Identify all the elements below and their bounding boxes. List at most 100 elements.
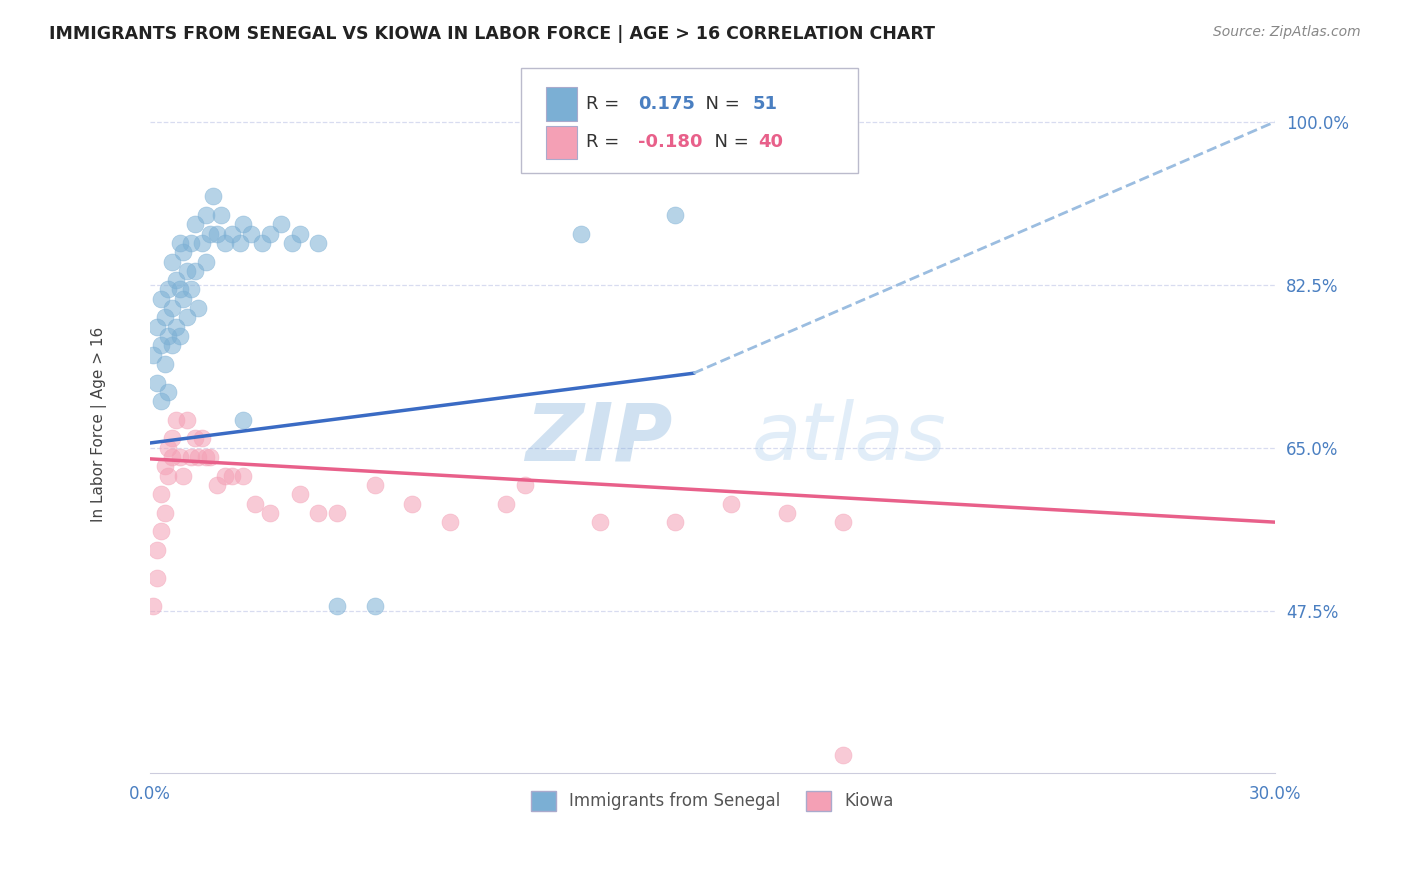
FancyBboxPatch shape <box>546 126 578 159</box>
Point <box>221 227 243 241</box>
Point <box>259 227 281 241</box>
Point <box>153 357 176 371</box>
Point <box>243 496 266 510</box>
Point <box>142 348 165 362</box>
Point <box>439 515 461 529</box>
Point <box>664 208 686 222</box>
Point <box>281 235 304 250</box>
Point <box>195 450 218 464</box>
Point <box>180 450 202 464</box>
Point <box>169 235 191 250</box>
Text: N =: N = <box>695 95 745 113</box>
Point <box>364 599 387 613</box>
Point <box>153 310 176 325</box>
Point <box>180 283 202 297</box>
Point <box>169 283 191 297</box>
Point <box>165 319 187 334</box>
Point <box>184 264 207 278</box>
Legend: Immigrants from Senegal, Kiowa: Immigrants from Senegal, Kiowa <box>517 778 907 824</box>
Point <box>180 235 202 250</box>
Point <box>184 431 207 445</box>
Point <box>191 235 214 250</box>
Point <box>146 319 169 334</box>
Point <box>176 264 198 278</box>
Point <box>157 384 180 399</box>
Point <box>364 478 387 492</box>
Y-axis label: In Labor Force | Age > 16: In Labor Force | Age > 16 <box>91 326 107 522</box>
Point <box>664 515 686 529</box>
Point <box>207 227 229 241</box>
Point <box>169 450 191 464</box>
Point <box>157 329 180 343</box>
Point <box>149 394 172 409</box>
Point <box>146 376 169 390</box>
Point <box>173 245 195 260</box>
Point <box>173 292 195 306</box>
Point <box>153 506 176 520</box>
Point <box>720 496 742 510</box>
Point <box>149 338 172 352</box>
Point <box>157 468 180 483</box>
Point <box>270 217 292 231</box>
Point <box>157 441 180 455</box>
Text: 40: 40 <box>758 134 783 152</box>
Point <box>495 496 517 510</box>
Text: 0.175: 0.175 <box>638 95 695 113</box>
Point <box>308 235 330 250</box>
Point <box>142 599 165 613</box>
Point <box>169 329 191 343</box>
Point <box>149 487 172 501</box>
Point <box>176 310 198 325</box>
Point <box>232 468 254 483</box>
Point <box>165 273 187 287</box>
Text: IMMIGRANTS FROM SENEGAL VS KIOWA IN LABOR FORCE | AGE > 16 CORRELATION CHART: IMMIGRANTS FROM SENEGAL VS KIOWA IN LABO… <box>49 25 935 43</box>
Point <box>149 524 172 539</box>
Point <box>401 496 423 510</box>
Text: atlas: atlas <box>752 400 946 477</box>
Point <box>232 413 254 427</box>
Text: R =: R = <box>586 134 626 152</box>
Point <box>195 254 218 268</box>
Point <box>162 254 184 268</box>
Point <box>146 543 169 558</box>
Point <box>832 747 855 762</box>
Point <box>259 506 281 520</box>
Point <box>149 292 172 306</box>
Text: 51: 51 <box>752 95 778 113</box>
Point <box>184 217 207 231</box>
Point <box>162 338 184 352</box>
Point <box>252 235 274 250</box>
Point <box>198 227 221 241</box>
Text: R =: R = <box>586 95 631 113</box>
Text: ZIP: ZIP <box>526 400 673 477</box>
Point <box>232 217 254 231</box>
Point <box>157 283 180 297</box>
Text: Source: ZipAtlas.com: Source: ZipAtlas.com <box>1213 25 1361 39</box>
Point <box>308 506 330 520</box>
Point <box>326 599 349 613</box>
Point <box>288 487 311 501</box>
Text: N =: N = <box>703 134 755 152</box>
Text: -0.180: -0.180 <box>638 134 703 152</box>
Point <box>513 478 536 492</box>
Point <box>165 413 187 427</box>
Point <box>198 450 221 464</box>
Point <box>195 208 218 222</box>
FancyBboxPatch shape <box>522 69 859 173</box>
Point <box>589 515 612 529</box>
Point <box>162 431 184 445</box>
Point <box>214 235 236 250</box>
Point <box>209 208 232 222</box>
Point <box>187 301 209 315</box>
Point <box>776 506 799 520</box>
FancyBboxPatch shape <box>546 87 578 120</box>
Point <box>214 468 236 483</box>
Point <box>221 468 243 483</box>
Point <box>832 515 855 529</box>
Point <box>326 506 349 520</box>
Point <box>187 450 209 464</box>
Point <box>569 227 592 241</box>
Point <box>191 431 214 445</box>
Point <box>173 468 195 483</box>
Point <box>176 413 198 427</box>
